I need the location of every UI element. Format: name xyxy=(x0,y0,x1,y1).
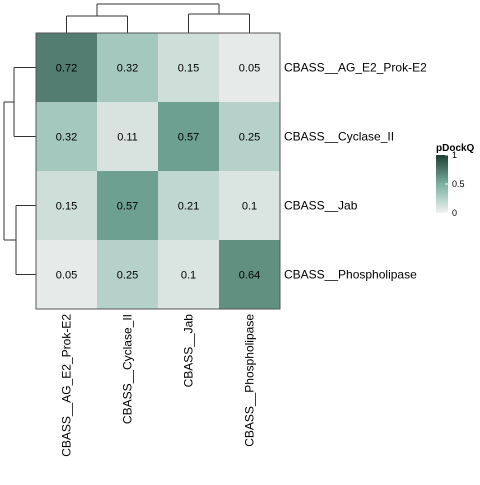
heatmap-value-labels: 0.72 0.32 0.15 0.05 0.32 0.11 0.57 0.25 0.15 0.57… xyxy=(56,63,260,282)
legend-title: pDockQ xyxy=(436,143,475,154)
column-labels: CBASS__AG_E2_Prok-E2 CBASS__Cyclase_II CBA… xyxy=(60,314,257,457)
heatmap-cell xyxy=(36,240,97,309)
row-label: CBASS__Jab xyxy=(284,199,358,213)
row-label: CBASS__Cyclase_II xyxy=(284,130,394,144)
column-label: CBASS__Jab xyxy=(182,314,196,388)
column-label: CBASS__AG_E2_Prok-E2 xyxy=(60,314,74,457)
heatmap-cell xyxy=(97,171,158,240)
legend-tick-label: 0.5 xyxy=(452,179,465,189)
cell-value-label: 0.21 xyxy=(178,201,199,213)
heatmap-cell xyxy=(219,171,280,240)
heatmap-cells xyxy=(36,33,280,309)
heatmap-cell xyxy=(158,102,219,171)
heatmap-cell xyxy=(36,171,97,240)
heatmap-cell xyxy=(219,102,280,171)
cell-value-label: 0.72 xyxy=(56,63,77,75)
cell-value-label: 0.15 xyxy=(56,201,77,213)
heatmap-border xyxy=(35,32,281,310)
legend-ticks: 10.50 xyxy=(445,150,465,218)
legend-tick-label: 0 xyxy=(452,208,457,218)
cell-value-label: 0.05 xyxy=(239,63,260,75)
color-legend: pDockQ 10.50 xyxy=(436,143,475,218)
legend-tick-label: 1 xyxy=(452,150,457,160)
column-label: CBASS__Cyclase_II xyxy=(121,314,135,424)
heatmap-cell xyxy=(97,240,158,309)
cell-value-label: 0.57 xyxy=(178,132,199,144)
heatmap-cell xyxy=(158,171,219,240)
heatmap-cell xyxy=(36,102,97,171)
cell-value-label: 0.15 xyxy=(178,63,199,75)
heatmap-cell xyxy=(219,240,280,309)
heatmap-cell xyxy=(219,33,280,102)
row-label: CBASS__AG_E2_Prok-E2 xyxy=(284,61,427,75)
cell-value-label: 0.32 xyxy=(117,63,138,75)
row-dendrogram xyxy=(3,67,36,275)
cell-value-label: 0.05 xyxy=(56,270,77,282)
row-labels: CBASS__AG_E2_Prok-E2 CBASS__Cyclase_II CBA… xyxy=(284,61,427,282)
heatmap-cell xyxy=(97,102,158,171)
cell-value-label: 0.11 xyxy=(117,132,138,144)
heatmap-cell xyxy=(158,33,219,102)
heatmap-cell xyxy=(97,33,158,102)
cell-value-label: 0.57 xyxy=(117,201,138,213)
cell-value-label: 0.64 xyxy=(239,270,260,282)
row-label: CBASS__Phospholipase xyxy=(284,268,417,282)
column-label: CBASS__Phospholipase xyxy=(243,314,257,447)
cell-value-label: 0.1 xyxy=(181,270,196,282)
heatmap-cell xyxy=(158,240,219,309)
legend-color-bar xyxy=(436,155,448,213)
cell-value-label: 0.32 xyxy=(56,132,77,144)
column-dendrogram xyxy=(66,3,250,33)
cell-value-label: 0.25 xyxy=(117,270,138,282)
cell-value-label: 0.1 xyxy=(242,201,257,213)
cell-value-label: 0.25 xyxy=(239,132,260,144)
heatmap-cell xyxy=(36,33,97,102)
